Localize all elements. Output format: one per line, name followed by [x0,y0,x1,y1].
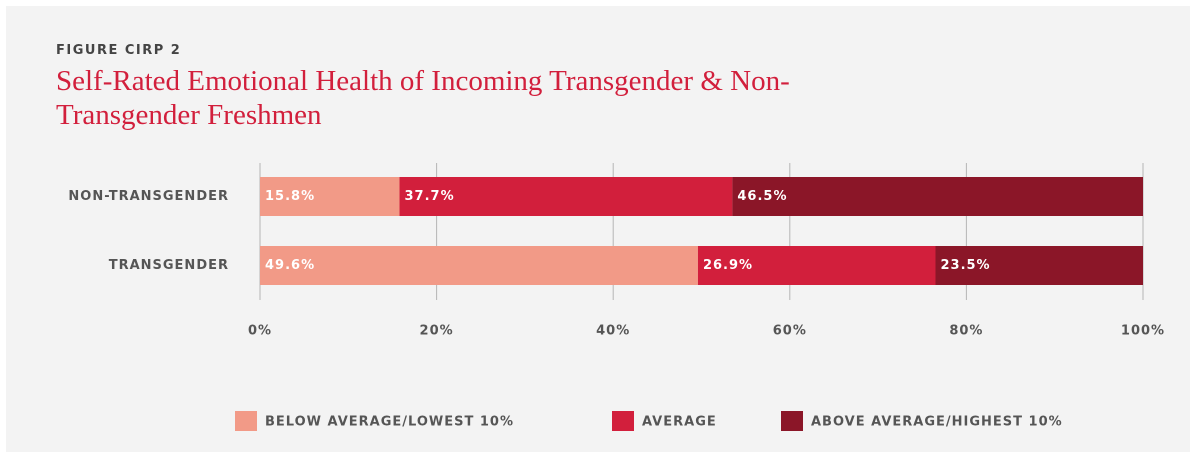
x-tick-label: 0% [248,324,272,339]
x-tick-label: 100% [1121,324,1165,339]
legend-swatch [781,411,803,431]
chart-title: Self-Rated Emotional Health of Incoming … [56,65,790,131]
legend-label: BELOW AVERAGE/LOWEST 10% [265,415,514,430]
y-tick-label: NON-TRANSGENDER [68,189,229,204]
bar-segment [732,177,1143,216]
value-label: 49.6% [265,258,315,273]
value-label: 37.7% [405,189,455,204]
value-label: 46.5% [737,189,787,204]
legend-swatch [612,411,634,431]
bar-segment [697,246,936,285]
legend-label: ABOVE AVERAGE/HIGHEST 10% [811,415,1063,430]
x-tick-label: 40% [596,324,630,339]
value-label: 15.8% [265,189,315,204]
bar-segment [260,177,400,216]
figure-label: FIGURE CIRP 2 [56,43,182,58]
bar-segment [260,246,698,285]
x-tick-label: 60% [773,324,807,339]
x-tick-label: 80% [949,324,983,339]
value-label: 23.5% [940,258,990,273]
value-label: 26.9% [703,258,753,273]
y-tick-label: TRANSGENDER [109,258,229,273]
bar-segment [935,246,1143,285]
bar-segment [399,177,733,216]
x-tick-label: 20% [420,324,454,339]
chart-background [6,6,1190,452]
legend-swatch [235,411,257,431]
legend-label: AVERAGE [642,415,717,430]
